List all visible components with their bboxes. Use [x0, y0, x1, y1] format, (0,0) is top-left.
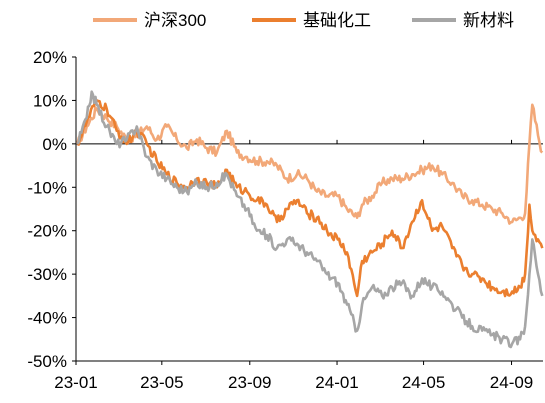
- y-tick-label: -50%: [27, 352, 67, 371]
- y-tick-label: 20%: [33, 48, 67, 67]
- series-line-3: [76, 90, 544, 349]
- y-tick-label: 0%: [42, 135, 67, 154]
- y-tick-label: -30%: [27, 265, 67, 284]
- y-tick-label: -20%: [27, 222, 67, 241]
- y-tick-label: -10%: [27, 178, 67, 197]
- x-tick-label: 24-09: [490, 373, 533, 392]
- x-axis: 23-01 23-05 23-09 24-01 24-05 24-09: [54, 139, 543, 392]
- series-line-1: [76, 103, 544, 225]
- legend-label-2: 基础化工: [303, 11, 371, 30]
- y-tick-label: 10%: [33, 91, 67, 110]
- x-tick-label: 23-05: [140, 373, 183, 392]
- legend: 沪深300 基础化工 新材料: [93, 11, 514, 30]
- x-tick-label: 24-01: [315, 373, 358, 392]
- x-tick-label: 23-09: [228, 373, 271, 392]
- legend-label-3: 新材料: [463, 11, 514, 30]
- y-tick-label: -40%: [27, 309, 67, 328]
- series-layer: [76, 90, 544, 349]
- x-tick-label: 24-05: [402, 373, 445, 392]
- legend-label-1: 沪深300: [144, 11, 206, 30]
- series-line-2: [76, 97, 544, 298]
- y-axis: 20% 10% 0% -10% -20% -30% -40% -50%: [27, 48, 77, 371]
- x-tick-label: 23-01: [54, 373, 97, 392]
